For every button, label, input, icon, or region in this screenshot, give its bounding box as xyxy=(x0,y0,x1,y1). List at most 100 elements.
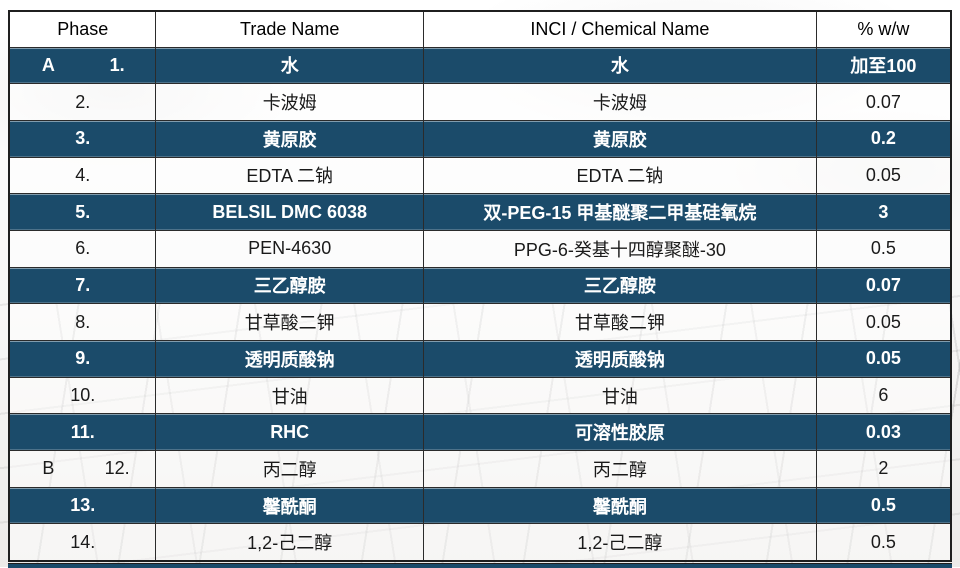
pct-text: 0.5 xyxy=(870,531,896,552)
inci-name-text: 馨酰酮 xyxy=(592,496,647,517)
row-number: 2. xyxy=(75,91,91,112)
inci-name-text: 三乙醇胺 xyxy=(583,276,656,297)
table-row: 5. BELSIL DMC 6038 双-PEG-15 甲基醚聚二甲基硅氧烷 3 xyxy=(8,193,952,231)
pct-cell: 0.07 xyxy=(815,83,952,121)
trade-name-text: RHC xyxy=(270,421,310,442)
col-header-inci-name: INCI / Chemical Name xyxy=(422,10,817,48)
trade-name-cell: PEN-4630 xyxy=(155,229,424,268)
trade-name-text: 黄原胶 xyxy=(262,129,317,150)
trade-name-text: 甘草酸二钾 xyxy=(244,313,335,334)
phase-cell: 11. xyxy=(8,413,157,452)
pct-cell: 3 xyxy=(815,193,952,231)
trade-name-text: 1,2-己二醇 xyxy=(247,533,333,554)
row-number: 9. xyxy=(75,348,91,369)
inci-name-text: 1,2-己二醇 xyxy=(577,533,663,554)
pct-cell: 0.05 xyxy=(815,156,952,195)
phase-wrap: 10. xyxy=(14,385,151,406)
table-row: 6. PEN-4630 PPG-6-癸基十四醇聚醚-30 0.5 xyxy=(8,229,952,268)
table-row: 3. 黄原胶 黄原胶 0.2 xyxy=(8,119,952,158)
trade-name-cell: 黄原胶 xyxy=(155,119,424,158)
phase-cell: 6. xyxy=(8,229,157,268)
pct-cell: 0.05 xyxy=(815,340,952,378)
phase-cell: 5. xyxy=(8,193,157,231)
row-number: 3. xyxy=(75,128,91,149)
trade-name-cell: EDTA 二钠 xyxy=(155,156,424,195)
trade-name-text: 馨酰酮 xyxy=(262,496,317,517)
inci-name-text: 可溶性胶原 xyxy=(574,423,665,444)
trade-name-cell: 甘油 xyxy=(155,376,424,415)
phase-cell: 4. xyxy=(8,156,157,195)
trade-name-text: EDTA 二钠 xyxy=(246,166,334,187)
phase-wrap: 9. xyxy=(14,348,151,369)
inci-name-cell: PPG-6-癸基十四醇聚醚-30 xyxy=(422,229,817,268)
inci-name-text: EDTA 二钠 xyxy=(576,166,664,187)
pct-cell: 0.5 xyxy=(815,486,952,525)
table-row: 4. EDTA 二钠 EDTA 二钠 0.05 xyxy=(8,156,952,195)
inci-name-cell: 可溶性胶原 xyxy=(422,413,817,452)
pct-text: 0.03 xyxy=(865,421,901,442)
inci-name-text: 丙二醇 xyxy=(592,459,647,480)
trade-name-text: 甘油 xyxy=(271,386,308,407)
inci-name-text: 透明质酸钠 xyxy=(574,349,665,370)
table-row: 14. 1,2-己二醇 1,2-己二醇 0.5 xyxy=(8,523,952,562)
col-header-phase: Phase xyxy=(8,10,157,48)
inci-name-cell: 甘草酸二钾 xyxy=(422,303,817,341)
pct-text: 2 xyxy=(878,458,889,479)
inci-name-text: PPG-6-癸基十四醇聚醚-30 xyxy=(513,239,726,260)
formulation-table: Phase Trade Name INCI / Chemical Name % … xyxy=(8,10,952,562)
phase-cell: 13. xyxy=(8,486,157,525)
phase-wrap: 11. xyxy=(14,422,151,443)
trade-name-cell: RHC xyxy=(155,413,424,452)
pct-cell: 0.5 xyxy=(815,523,952,562)
trade-name-cell: 丙二醇 xyxy=(155,450,424,488)
trade-name-text: 卡波姆 xyxy=(262,93,317,114)
table-body: A 1. 水 水 加至100 2. 卡波姆 卡波姆 0.07 3. 黄原胶 黄原… xyxy=(8,46,952,562)
pct-cell: 0.5 xyxy=(815,229,952,268)
phase-wrap: 8. xyxy=(14,312,151,333)
phase-cell: 2. xyxy=(8,83,157,121)
trade-name-text: 透明质酸钠 xyxy=(244,349,335,370)
inci-name-cell: 黄原胶 xyxy=(422,119,817,158)
trade-name-cell: 三乙醇胺 xyxy=(155,266,424,305)
trade-name-text: BELSIL DMC 6038 xyxy=(212,201,368,222)
pct-text: 0.5 xyxy=(870,495,896,516)
phase-wrap: 13. xyxy=(14,495,151,516)
row-number: 7. xyxy=(75,274,91,295)
inci-name-cell: 透明质酸钠 xyxy=(422,340,817,378)
pct-cell: 0.2 xyxy=(815,119,952,158)
row-number: 4. xyxy=(75,164,91,185)
pct-cell: 2 xyxy=(815,450,952,488)
phase-cell: 10. xyxy=(8,376,157,415)
table-row: A 1. 水 水 加至100 xyxy=(8,46,952,85)
trade-name-cell: 透明质酸钠 xyxy=(155,340,424,378)
pct-text: 0.2 xyxy=(870,128,896,149)
pct-text: 3 xyxy=(878,201,889,222)
pct-cell: 0.03 xyxy=(815,413,952,452)
trade-name-cell: 卡波姆 xyxy=(155,83,424,121)
phase-wrap: B 12. xyxy=(14,458,151,479)
trade-name-cell: 水 xyxy=(155,46,424,85)
pct-cell: 0.05 xyxy=(815,303,952,341)
phase-letter: A xyxy=(41,54,55,75)
inci-name-cell: 水 xyxy=(422,46,817,85)
phase-letter: B xyxy=(42,458,55,479)
phase-wrap: 6. xyxy=(14,238,151,259)
row-number: 8. xyxy=(75,311,91,332)
trade-name-text: 三乙醇胺 xyxy=(253,276,326,297)
table-row: 8. 甘草酸二钾 甘草酸二钾 0.05 xyxy=(8,303,952,341)
phase-cell: 14. xyxy=(8,523,157,562)
inci-name-text: 甘草酸二钾 xyxy=(574,313,665,334)
inci-name-cell: 1,2-己二醇 xyxy=(422,523,817,562)
table-row: 11. RHC 可溶性胶原 0.03 xyxy=(8,413,952,452)
trade-name-cell: 甘草酸二钾 xyxy=(155,303,424,341)
inci-name-text: 双-PEG-15 甲基醚聚二甲基硅氧烷 xyxy=(483,203,757,224)
table-row: 7. 三乙醇胺 三乙醇胺 0.07 xyxy=(8,266,952,305)
phase-wrap: 3. xyxy=(14,128,151,149)
pct-text: 加至100 xyxy=(850,56,917,77)
phase-cell: 7. xyxy=(8,266,157,305)
col-header-trade-name: Trade Name xyxy=(155,10,424,48)
inci-name-cell: 双-PEG-15 甲基醚聚二甲基硅氧烷 xyxy=(422,193,817,231)
row-number: 1. xyxy=(109,54,125,75)
phase-wrap: 14. xyxy=(14,532,151,553)
inci-name-cell: 三乙醇胺 xyxy=(422,266,817,305)
